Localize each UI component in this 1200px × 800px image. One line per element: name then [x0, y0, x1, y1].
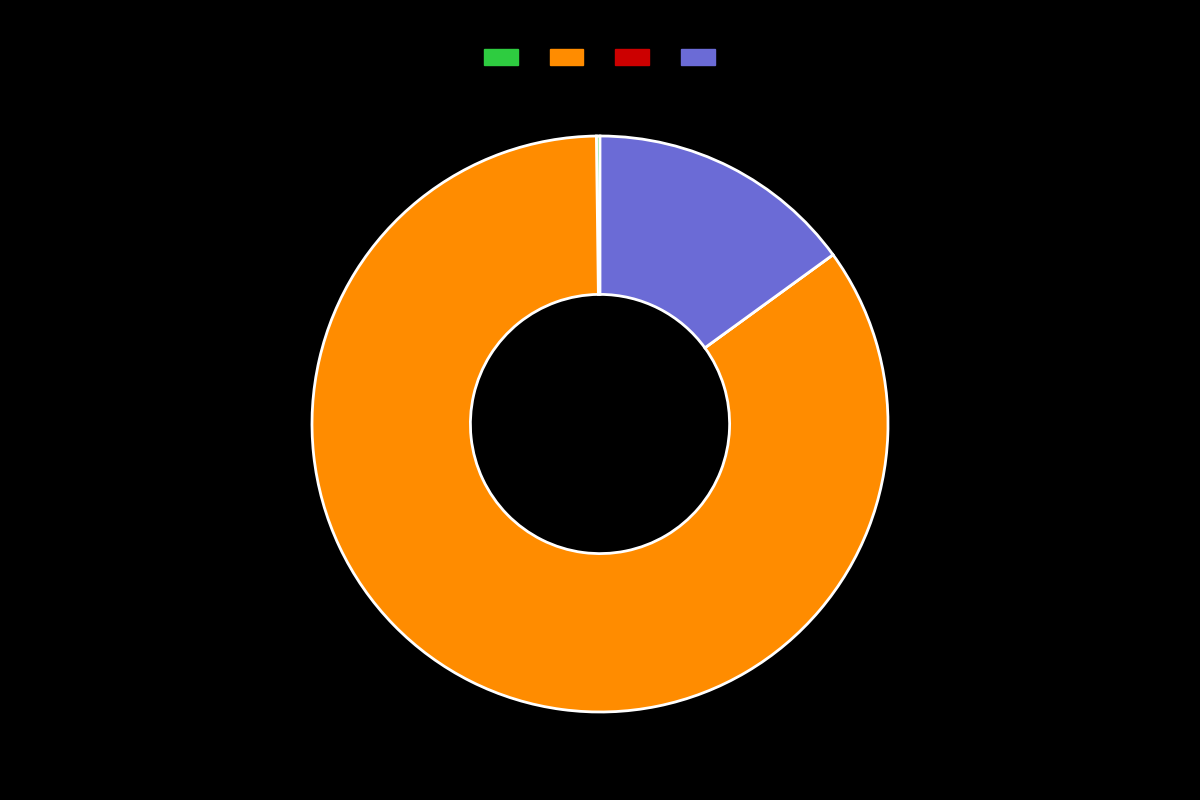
Wedge shape — [704, 254, 833, 348]
Wedge shape — [596, 136, 600, 294]
Wedge shape — [600, 136, 833, 348]
Wedge shape — [312, 136, 888, 712]
Legend: , , , : , , , — [478, 43, 722, 71]
